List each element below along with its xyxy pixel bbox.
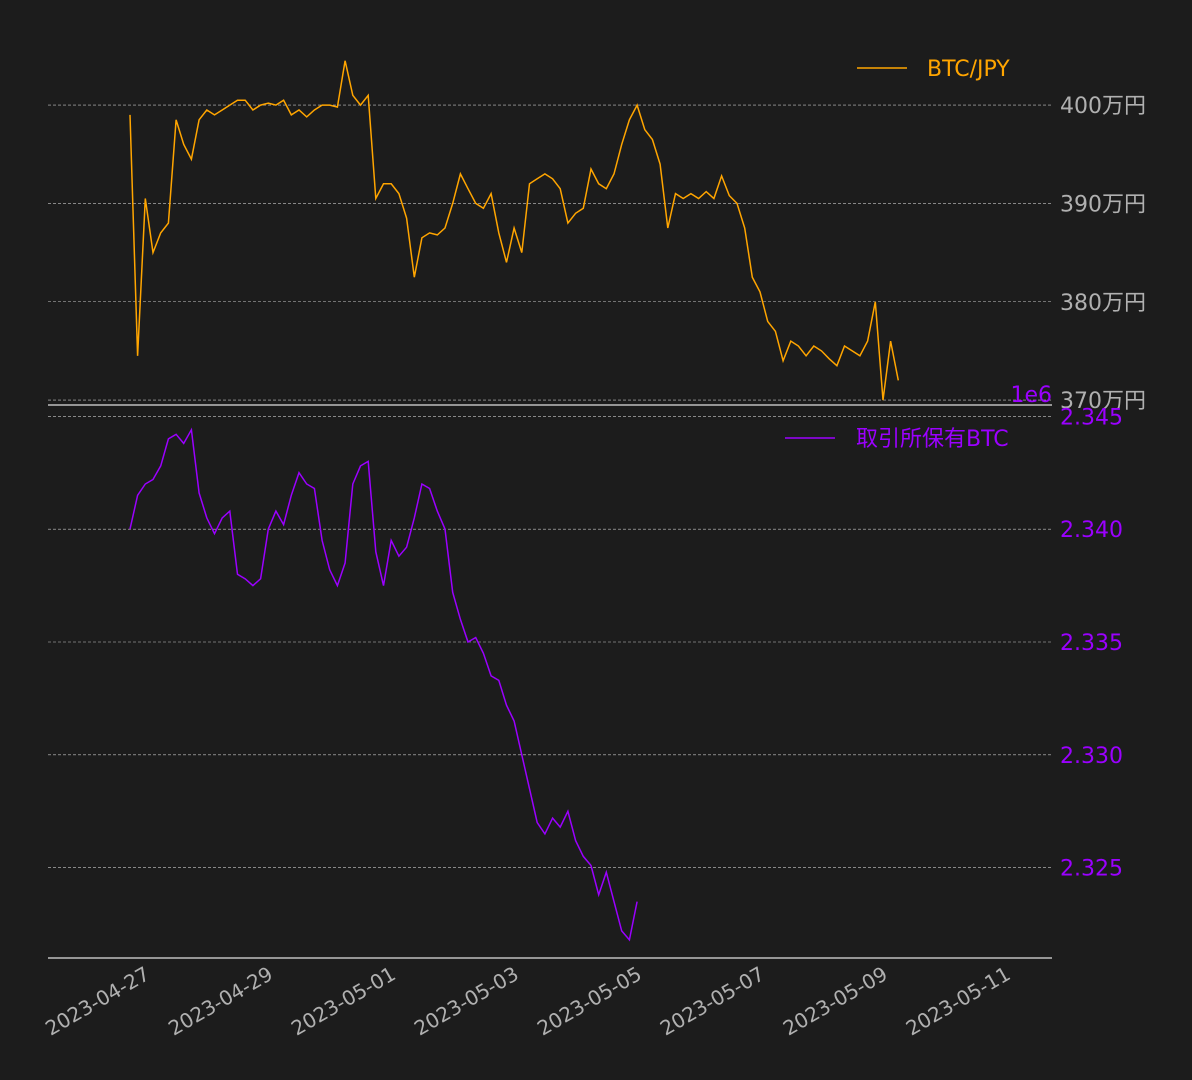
btc-jpy-legend-label: BTC/JPY: [927, 57, 1010, 82]
y-offset-multiplier: 1e6: [1010, 383, 1052, 408]
exchange-btc-y-tick-labels: 2.325 2.330 2.335 2.340 2.345: [1060, 405, 1123, 881]
exchange-btc-legend-label: 取引所保有BTC: [856, 427, 1009, 452]
price-legend: BTC/JPY: [857, 57, 1010, 82]
exchange-btc-gridlines: [48, 415, 1052, 869]
price-y-tick-labels: 370万円 380万円 390万円 400万円: [1060, 94, 1146, 414]
exchange-btc-legend: 取引所保有BTC: [785, 427, 1009, 452]
y-tick-label: 380万円: [1060, 291, 1146, 316]
y-tick-label: 400万円: [1060, 94, 1146, 119]
y-tick-label: 2.340: [1060, 518, 1123, 543]
y-tick-label: 390万円: [1060, 192, 1146, 217]
price-panel: 370万円 380万円 390万円 400万円 BTC/JPY: [48, 57, 1146, 414]
price-gridlines: [48, 104, 1052, 401]
btc-jpy-series-line: [129, 60, 900, 401]
exchange-btc-series-line: [129, 427, 638, 942]
y-tick-label: 2.335: [1060, 631, 1123, 656]
y-tick-label: 2.345: [1060, 405, 1123, 430]
y-tick-label: 2.325: [1060, 857, 1123, 882]
exchange-btc-panel: 2.325 2.330 2.335 2.340 2.345 1e6 取引所保有BTC: [48, 383, 1123, 959]
y-tick-label: 370万円: [1060, 389, 1146, 414]
y-tick-label: 2.330: [1060, 744, 1123, 769]
